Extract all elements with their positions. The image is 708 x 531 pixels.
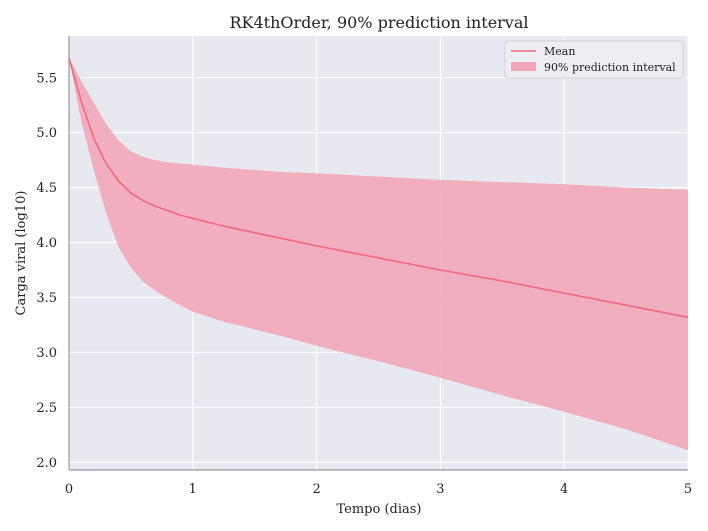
x-axis-label: Tempo (dias) [336, 502, 421, 517]
x-tick-label: 5 [684, 482, 692, 497]
x-tick-label: 3 [436, 482, 444, 497]
x-tick-label: 1 [189, 482, 197, 497]
y-tick-label: 5.5 [36, 71, 57, 86]
y-tick-label: 3.0 [36, 346, 57, 361]
prediction-interval-band [69, 58, 688, 451]
y-tick-labels: 2.0 2.5 3.0 3.5 4.0 4.5 5.0 5.5 [36, 71, 57, 471]
y-axis-label: Carga viral (log10) [14, 191, 29, 316]
legend-box [504, 40, 684, 79]
y-tick-label: 5.0 [36, 126, 57, 141]
y-tick-label: 4.0 [36, 236, 57, 251]
legend-mean-label: Mean [544, 45, 575, 58]
y-tick-label: 2.5 [36, 401, 57, 416]
x-tick-labels: 0 1 2 3 4 5 [65, 482, 692, 497]
x-tick-label: 4 [560, 482, 568, 497]
mean-layer [68, 57, 689, 319]
mean-line [68, 57, 689, 319]
y-tick-label: 2.0 [36, 456, 57, 471]
legend-interval-label: 90% prediction interval [544, 61, 676, 74]
chart-title: RK4thOrder, 90% prediction interval [229, 13, 528, 32]
legend: Mean 90% prediction interval [504, 40, 684, 79]
y-tick-label: 3.5 [36, 291, 57, 306]
y-tick-label: 4.5 [36, 181, 57, 196]
interval-layer [69, 58, 688, 451]
x-tick-label: 2 [312, 482, 320, 497]
legend-interval-swatch [511, 62, 536, 71]
x-tick-label: 0 [65, 482, 73, 497]
